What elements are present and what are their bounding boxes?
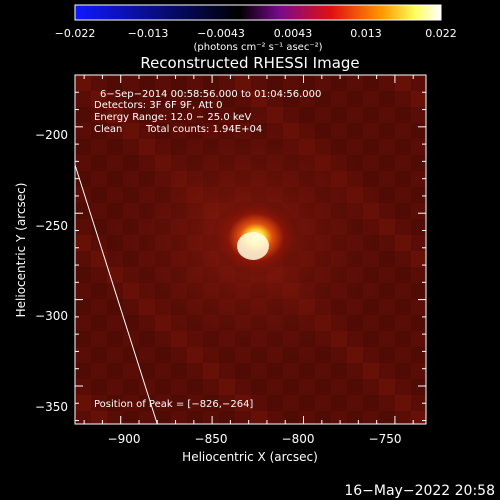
colorbar-tick-3: −0.0043 (197, 27, 245, 40)
y-axis-label: Heliocentric Y (arcsec) (14, 183, 28, 318)
colorbar (74, 4, 442, 21)
annotation-peak: Position of Peak = [−826,−264] (94, 399, 253, 410)
y-tick-label-2: −250 (35, 219, 68, 233)
colorbar-tick-5: 0.013 (350, 27, 382, 40)
x-tick-label-1: −900 (108, 432, 141, 446)
x-tick-label-2: −850 (195, 432, 228, 446)
y-tick-label-4: −350 (35, 400, 68, 414)
colorbar-tick-2: −0.013 (128, 27, 169, 40)
annotation-energy: Energy Range: 12.0 − 25.0 keV (94, 112, 251, 123)
annotation-method: Clean (94, 124, 122, 135)
colorbar-tick-4: 0.0043 (274, 27, 313, 40)
x-tick-label-4: −750 (369, 432, 402, 446)
solar-limb-line (75, 164, 158, 424)
annotation-counts: Total counts: 1.94E+04 (145, 124, 262, 135)
footer-date: 16−May−2022 20:58 (344, 483, 495, 499)
chart-title: Reconstructed RHESSI Image (140, 54, 359, 72)
x-axis-label: Heliocentric X (arcsec) (182, 450, 318, 464)
y-tick-label-1: −200 (35, 128, 68, 142)
annotation-detectors: Detectors: 3F 6F 9F, Att 0 (94, 100, 222, 111)
colorbar-tick-1: −0.022 (55, 27, 96, 40)
annotation-time: 6−Sep−2014 00:58:56.000 to 01:04:56.000 (100, 89, 321, 100)
colorbar-tick-6: 0.022 (425, 27, 457, 40)
x-tick-label-3: −800 (282, 432, 315, 446)
image-area (75, 75, 426, 424)
colorbar-unit-label: (photons cm⁻² s⁻¹ asec⁻²) (193, 42, 322, 53)
plot-frame (74, 74, 427, 425)
y-tick-label-3: −300 (35, 309, 68, 323)
axes (75, 74, 426, 424)
